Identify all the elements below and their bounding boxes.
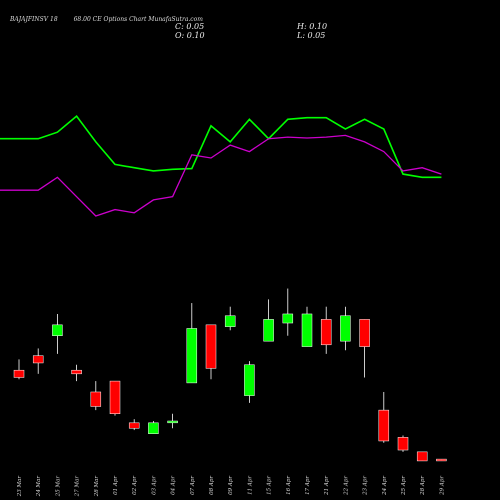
x-tick-label: 11 Apr [247, 476, 253, 495]
indicator-line-1 [0, 114, 442, 179]
candle-body [71, 369, 82, 375]
x-tick-label: 04 Apr [171, 476, 177, 495]
x-tick-label: 29 Apr [439, 476, 445, 496]
x-tick-label: 17 Apr [305, 476, 311, 495]
indicator-line-2 [0, 134, 442, 217]
x-tick-label: 21 Apr [324, 476, 330, 496]
strike-description: 68.00 CE Options Chart MunafaSutra.com [73, 16, 203, 23]
candle-body [320, 319, 332, 346]
candle-body [109, 380, 121, 415]
x-tick-label: 23 Apr [363, 476, 369, 496]
candle-body [186, 328, 198, 384]
x-tick-label: 09 Apr [228, 476, 234, 495]
candle-body [340, 315, 351, 342]
candle-body [205, 324, 217, 369]
x-tick-label: 25 Mar [55, 476, 61, 498]
candle-body [52, 324, 63, 336]
candle-body [359, 319, 370, 347]
close-value: C: 0.05 [175, 22, 205, 31]
candle-body [224, 315, 236, 327]
x-tick-label: 24 Mar [36, 476, 42, 498]
x-tick-label: 07 Apr [190, 476, 196, 495]
x-tick-label: 27 Mar [75, 476, 81, 498]
x-tick-label: 02 Apr [132, 476, 138, 495]
x-tick-label: 03 Apr [151, 476, 157, 495]
candle-body [301, 313, 313, 347]
candle-body [436, 458, 447, 462]
x-tick-label: 08 Apr [209, 476, 215, 495]
x-tick-label: 23 Mar [17, 476, 23, 498]
x-tick-label: 28 Mar [94, 476, 100, 498]
open-value: O: 0.10 [175, 31, 205, 40]
candle-body [282, 313, 294, 324]
chart-title: BAJAJFINSV 18 68.00 CE Options Chart Mun… [10, 16, 203, 23]
x-tick-label: 15 Apr [267, 476, 273, 495]
candle-body [378, 409, 390, 442]
x-tick-label: 22 Apr [343, 476, 349, 496]
candle-body [167, 420, 178, 424]
high-value: H: 0.10 [297, 22, 328, 31]
low-value: L: 0.05 [297, 31, 326, 40]
candle-body [128, 422, 140, 429]
symbol-label: BAJAJFINSV 18 [10, 16, 58, 23]
x-tick-label: 24 Apr [382, 476, 388, 496]
x-tick-label: 01 Apr [113, 476, 119, 495]
candle-body [397, 437, 409, 451]
candle-body [90, 391, 102, 407]
x-tick-label: 25 Apr [401, 476, 407, 496]
x-tick-label: 16 Apr [286, 476, 292, 495]
candle-body [244, 364, 255, 396]
candle-body [416, 451, 428, 462]
candle-body [32, 355, 44, 364]
candle-body [148, 422, 159, 434]
candle-body [263, 319, 274, 342]
candle-body [13, 369, 25, 378]
x-tick-label: 28 Apr [420, 476, 426, 496]
